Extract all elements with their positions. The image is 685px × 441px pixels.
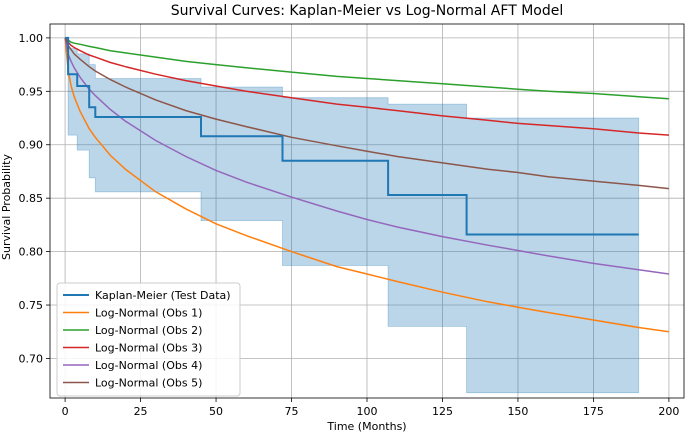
legend-label: Log-Normal (Obs 2) (95, 324, 202, 337)
y-axis-label: Survival Probability (0, 154, 13, 260)
legend-label: Log-Normal (Obs 4) (95, 359, 202, 372)
x-tick-label: 200 (658, 405, 679, 418)
legend: Kaplan-Meier (Test Data) Log-Normal (Obs … (56, 282, 241, 397)
x-tick-label: 150 (507, 405, 528, 418)
x-tick-label: 0 (62, 405, 69, 418)
x-tick-label: 75 (285, 405, 299, 418)
series-line-3 (64, 37, 669, 136)
y-tick-label: 1.00 (19, 32, 44, 45)
chart-title: Survival Curves: Kaplan-Meier vs Log-Nor… (171, 3, 563, 19)
series-line-1 (64, 37, 670, 333)
series-line-4 (64, 37, 670, 275)
legend-label: Log-Normal (Obs 1) (95, 307, 202, 320)
x-tick-label: 125 (432, 405, 453, 418)
legend-label: Kaplan-Meier (Test Data) (95, 289, 231, 302)
km-step-line (65, 36, 639, 236)
x-axis-label: Time (Months) (326, 420, 406, 433)
y-tick-label: 0.75 (19, 299, 44, 312)
y-tick-label: 0.80 (19, 246, 44, 259)
legend-box (56, 282, 241, 397)
legend-label: Log-Normal (Obs 3) (95, 342, 202, 355)
y-tick-label: 0.85 (19, 192, 44, 205)
y-tick-label: 0.95 (19, 85, 44, 98)
y-tick-label: 0.70 (19, 352, 44, 365)
x-tick-label: 50 (209, 405, 223, 418)
x-tick-label: 175 (583, 405, 604, 418)
x-tick-label: 100 (357, 405, 378, 418)
series-line-5 (64, 37, 669, 190)
legend-label: Log-Normal (Obs 5) (95, 377, 202, 390)
x-tick-label: 25 (134, 405, 148, 418)
series-line-2 (64, 37, 669, 100)
y-tick-label: 0.90 (19, 139, 44, 152)
